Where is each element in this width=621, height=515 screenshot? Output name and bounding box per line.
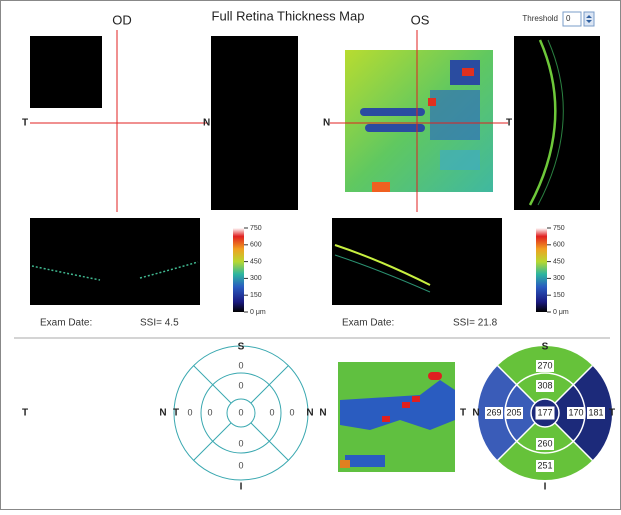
od-right-outer: N <box>319 408 326 419</box>
os-label: OS <box>411 12 430 27</box>
od-top: S <box>238 342 245 353</box>
scale-label: 0 μm <box>250 309 266 316</box>
sector-value: 269 <box>486 407 501 417</box>
od-label: OD <box>112 12 132 27</box>
od-ssi: SSI= 4.5 <box>140 318 179 329</box>
os-exam-date: Exam Date: <box>342 318 394 329</box>
od-bscan-vertical <box>211 36 298 210</box>
od-left-inner: T <box>173 408 179 419</box>
os-bscan-vertical <box>514 36 600 210</box>
sector-value: 0 <box>238 380 243 390</box>
screen: Full Retina Thickness Map OD OS Threshol… <box>0 0 621 510</box>
scale-label: 450 <box>250 258 262 265</box>
od-left-outer: N <box>159 408 166 419</box>
scale-label: 150 <box>553 292 565 299</box>
os-cross-left: N <box>323 118 330 129</box>
sector-value: 0 <box>207 407 212 417</box>
os-cross-right: T <box>506 118 512 129</box>
os-left-inner: N <box>472 408 479 419</box>
od-bottom: I <box>240 482 243 493</box>
sector-value: 177 <box>537 407 552 417</box>
sector-value: 0 <box>187 407 192 417</box>
sector-value: 170 <box>568 407 583 417</box>
od-cross-left: T <box>22 118 28 129</box>
sector-value: 0 <box>269 407 274 417</box>
od-color-bar <box>233 228 244 312</box>
os-ssi: SSI= 21.8 <box>453 318 498 329</box>
os-left-outer: T <box>460 408 466 419</box>
scale-label: 600 <box>250 242 262 249</box>
os-right: T <box>609 408 615 419</box>
title: Full Retina Thickness Map <box>212 8 365 23</box>
threshold-value[interactable]: 0 <box>566 14 571 23</box>
scale-label: 0 μm <box>553 309 569 316</box>
od-cross-right: N <box>203 118 210 129</box>
summary-left: T <box>22 408 28 419</box>
scale-label: 300 <box>553 275 565 282</box>
sector-value: 0 <box>238 360 243 370</box>
sector-value: 260 <box>537 438 552 448</box>
scale-label: 750 <box>250 225 262 232</box>
scale-label: 600 <box>553 242 565 249</box>
od-exam-date: Exam Date: <box>40 318 92 329</box>
os-bscan <box>332 218 502 305</box>
scale-label: 450 <box>553 258 565 265</box>
threshold-label: Threshold <box>522 14 558 23</box>
sector-value: 308 <box>537 380 552 390</box>
sector-value: 0 <box>289 407 294 417</box>
os-bottom: I <box>544 482 547 493</box>
sector-value: 270 <box>537 360 552 370</box>
scale-label: 150 <box>250 292 262 299</box>
sector-value: 205 <box>506 407 521 417</box>
sector-value: 0 <box>238 438 243 448</box>
sector-value: 181 <box>588 407 603 417</box>
od-bscan <box>30 218 200 305</box>
os-color-bar <box>536 228 547 312</box>
od-right-inner: N <box>306 408 313 419</box>
os-top: S <box>542 342 549 353</box>
scale-label: 300 <box>250 275 262 282</box>
od-fundus <box>30 36 102 108</box>
sector-value: 0 <box>238 407 243 417</box>
sector-value: 0 <box>238 460 243 470</box>
scale-label: 750 <box>553 225 565 232</box>
threshold-spinner[interactable] <box>584 12 594 26</box>
sector-value: 251 <box>537 460 552 470</box>
